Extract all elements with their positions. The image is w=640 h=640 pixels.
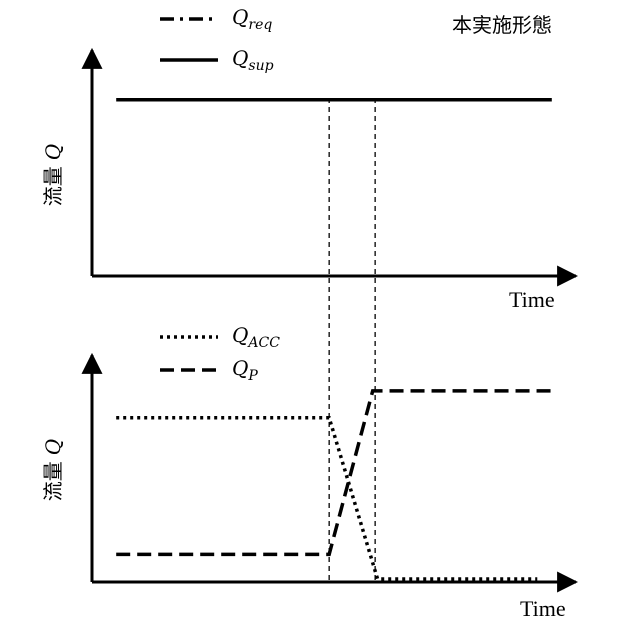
svg-text:流量Q: 流量Q (41, 144, 65, 206)
legend-label-q-p: QP (232, 356, 258, 384)
bottom-y-axis-label: 流量Q (41, 439, 65, 501)
bottom-series-q-p (116, 391, 552, 555)
legend-label-q-sup: Qsup (232, 46, 274, 74)
svg-text:流量Q: 流量Q (41, 439, 65, 501)
top-panel: Time 流量Q Qreq Qsup (41, 5, 576, 312)
event-markers (329, 98, 375, 582)
embodiment-label: 本実施形態 (452, 13, 552, 37)
legend-label-q-acc: QACC (232, 323, 280, 351)
bottom-legend: QACC QP (160, 323, 280, 384)
top-legend: Qreq Qsup (160, 5, 274, 74)
bottom-panel: Time 流量Q QACC QP (41, 323, 576, 621)
top-x-axis-label: Time (509, 287, 555, 312)
top-y-axis-label: 流量Q (41, 144, 65, 206)
legend-label-q-req: Qreq (232, 5, 272, 33)
bottom-series-group (116, 391, 552, 579)
bottom-x-axis-label: Time (520, 596, 566, 621)
